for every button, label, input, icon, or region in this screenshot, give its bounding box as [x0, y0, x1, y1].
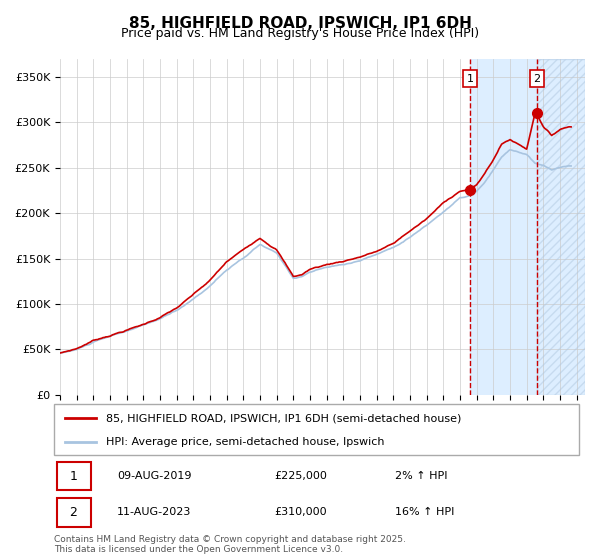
Bar [470, 59, 536, 395]
Bar [536, 59, 585, 395]
Text: £225,000: £225,000 [275, 471, 328, 481]
Text: 1: 1 [70, 469, 77, 483]
Text: HPI: Average price, semi-detached house, Ipswich: HPI: Average price, semi-detached house,… [107, 437, 385, 447]
FancyBboxPatch shape [56, 462, 91, 490]
Text: 16% ↑ HPI: 16% ↑ HPI [395, 507, 455, 517]
Text: Contains HM Land Registry data © Crown copyright and database right 2025.
This d: Contains HM Land Registry data © Crown c… [54, 535, 406, 554]
Text: 85, HIGHFIELD ROAD, IPSWICH, IP1 6DH: 85, HIGHFIELD ROAD, IPSWICH, IP1 6DH [128, 16, 472, 31]
FancyBboxPatch shape [54, 404, 579, 455]
Text: 2: 2 [70, 506, 77, 519]
FancyBboxPatch shape [56, 498, 91, 526]
Text: 85, HIGHFIELD ROAD, IPSWICH, IP1 6DH (semi-detached house): 85, HIGHFIELD ROAD, IPSWICH, IP1 6DH (se… [107, 413, 462, 423]
Text: Price paid vs. HM Land Registry's House Price Index (HPI): Price paid vs. HM Land Registry's House … [121, 27, 479, 40]
Text: £310,000: £310,000 [275, 507, 327, 517]
Text: 09-AUG-2019: 09-AUG-2019 [117, 471, 191, 481]
Bar [536, 59, 585, 395]
Text: 11-AUG-2023: 11-AUG-2023 [117, 507, 191, 517]
Text: 2% ↑ HPI: 2% ↑ HPI [395, 471, 448, 481]
Text: 1: 1 [466, 74, 473, 84]
Text: 2: 2 [533, 74, 540, 84]
